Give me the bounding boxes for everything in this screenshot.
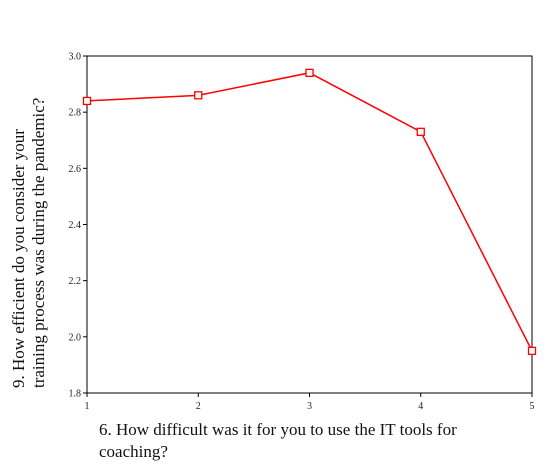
plot-frame bbox=[86, 55, 533, 394]
data-point bbox=[194, 91, 203, 100]
y-tick-label: 2.8 bbox=[69, 108, 82, 119]
data-points bbox=[82, 68, 537, 356]
y-tick-label: 3.0 bbox=[69, 52, 82, 63]
x-tick-label: 2 bbox=[196, 401, 201, 412]
x-tick-label: 5 bbox=[530, 401, 535, 412]
y-tick-label: 2.0 bbox=[69, 332, 82, 343]
x-axis-title-line-2: coaching? bbox=[99, 442, 168, 461]
x-axis: 1 2 3 4 5 bbox=[85, 393, 535, 412]
x-axis-title-line-1: 6. How difficult was it for you to use t… bbox=[99, 420, 457, 439]
y-tick-label: 1.8 bbox=[69, 389, 82, 400]
x-tick-label: 1 bbox=[85, 401, 90, 412]
y-tick-label: 2.2 bbox=[69, 276, 82, 287]
y-axis: 1.8 2.0 2.2 2.4 2.6 2.8 3.0 bbox=[69, 52, 87, 400]
y-axis-title-line-2: training process was during the pandemic… bbox=[29, 98, 48, 388]
data-point bbox=[305, 68, 314, 77]
y-tick-label: 2.4 bbox=[69, 220, 82, 231]
y-tick-label: 2.6 bbox=[69, 164, 82, 175]
data-point bbox=[416, 127, 425, 136]
data-point bbox=[82, 96, 92, 106]
y-axis-title-line-1: 9. How efficient do you consider your bbox=[9, 129, 28, 388]
series-line bbox=[86, 72, 533, 352]
data-point bbox=[527, 346, 537, 356]
x-tick-label: 4 bbox=[418, 401, 423, 412]
x-tick-label: 3 bbox=[307, 401, 312, 412]
